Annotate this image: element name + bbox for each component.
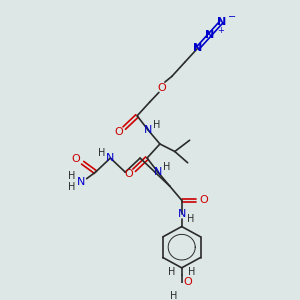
Text: N: N xyxy=(144,125,152,135)
Text: O: O xyxy=(183,277,192,287)
Text: O: O xyxy=(158,83,166,93)
Text: N: N xyxy=(154,167,162,177)
Text: O: O xyxy=(71,154,80,164)
Text: N: N xyxy=(76,176,85,187)
Text: H: H xyxy=(188,267,195,277)
Text: N: N xyxy=(106,153,115,163)
Text: N: N xyxy=(205,30,214,40)
Text: H: H xyxy=(153,120,161,130)
Text: N: N xyxy=(178,209,186,219)
Text: H: H xyxy=(68,182,75,192)
Text: H: H xyxy=(170,291,178,300)
Text: O: O xyxy=(114,127,123,137)
Text: H: H xyxy=(187,214,194,224)
Text: H: H xyxy=(68,171,75,181)
Text: H: H xyxy=(98,148,105,158)
Text: −: − xyxy=(228,12,236,22)
Text: O: O xyxy=(199,195,208,205)
Text: O: O xyxy=(125,169,134,179)
Text: N: N xyxy=(193,43,202,53)
Text: N: N xyxy=(217,17,226,27)
Text: H: H xyxy=(163,162,170,172)
Text: H: H xyxy=(168,267,176,277)
Text: +: + xyxy=(217,26,224,35)
